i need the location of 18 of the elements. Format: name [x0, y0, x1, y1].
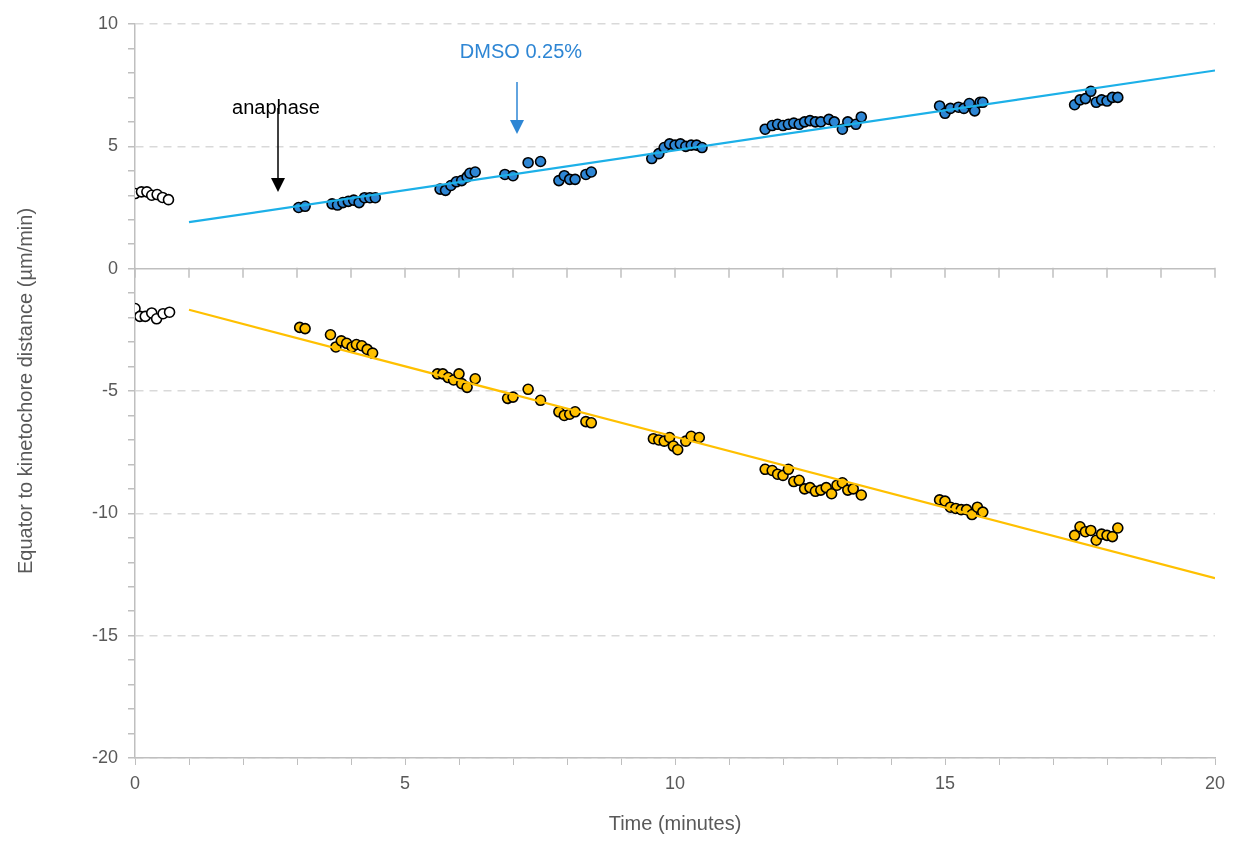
y-tick-label: 0	[107, 257, 118, 278]
y-tick-label: 5	[107, 135, 118, 156]
y-tick-label: -10	[91, 502, 118, 523]
y-tick-label: 10	[97, 12, 118, 33]
annotation: anaphase	[232, 96, 320, 119]
x-tick-label: 0	[129, 772, 141, 793]
point	[163, 306, 176, 319]
x-tick-label: 20	[1204, 772, 1226, 793]
y-tick-label: -15	[91, 624, 118, 645]
point	[162, 193, 175, 206]
y-axis-title: Equator to kinetochore distance (µm/min)	[13, 207, 36, 575]
x-tick-label: 15	[934, 772, 956, 793]
x-tick-label: 10	[664, 772, 686, 793]
x-axis-title: Time (minutes)	[608, 811, 742, 834]
y-tick-label: -5	[101, 379, 118, 400]
x-tick-label: 5	[399, 772, 411, 793]
annotation: DMSO 0.25%	[459, 40, 583, 63]
y-tick-label: -20	[91, 746, 118, 767]
